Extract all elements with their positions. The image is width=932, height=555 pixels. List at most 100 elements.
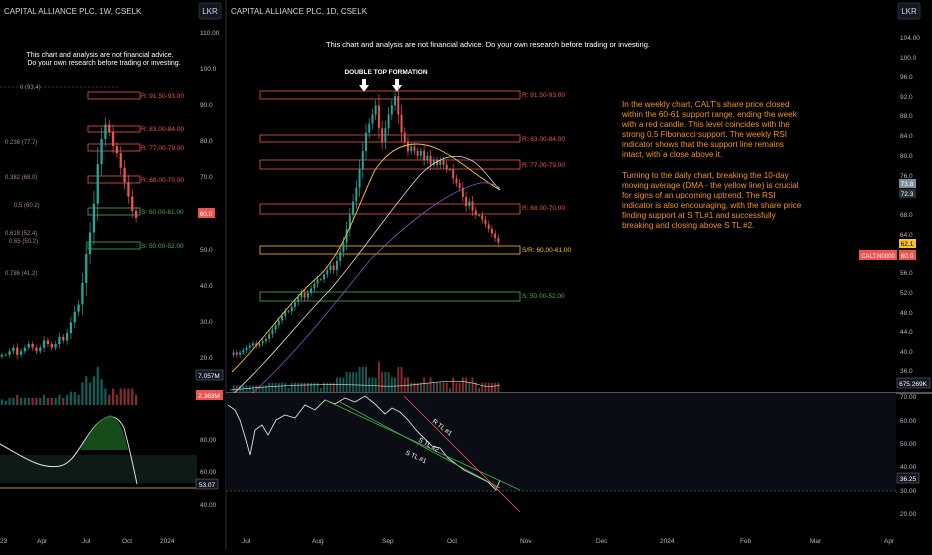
daily-volume-bar xyxy=(258,385,261,392)
right-currency-button[interactable] xyxy=(897,2,921,20)
left-zone-50 xyxy=(87,241,141,250)
right-zone-label-83: R: 83.00-84.00 xyxy=(522,136,565,143)
left-axis-20: 20.0 xyxy=(200,355,213,362)
daily-candle xyxy=(442,160,445,165)
weekly-candle xyxy=(115,146,119,154)
daily-volume-bar xyxy=(478,388,480,392)
daily-volume-bar xyxy=(455,382,458,392)
right-price-badge-text: 60.0 xyxy=(901,253,914,260)
right-axis-68: 68.0 xyxy=(900,212,913,219)
left-time-jul: Jul xyxy=(82,538,91,545)
right-disclaimer: This chart and analysis are not financia… xyxy=(326,40,650,49)
weekly-volume-bar xyxy=(35,397,38,405)
weekly-volume-bar xyxy=(31,397,34,405)
weekly-volume-bar xyxy=(16,394,19,405)
daily-candle xyxy=(297,297,300,303)
daily-candle xyxy=(432,160,435,165)
right-oscillator: R TL #1 S TL #2 S TL #1 70.00 60.00 50.0… xyxy=(226,392,932,518)
right-zone-68 xyxy=(259,203,521,215)
left-currency-button[interactable] xyxy=(198,2,222,20)
daily-volume-bar xyxy=(494,382,497,392)
daily-volume-bar xyxy=(345,372,348,392)
weekly-volume-bar xyxy=(73,391,76,405)
daily-candle xyxy=(448,169,451,171)
daily-volume-bar xyxy=(484,382,487,392)
left-time-axis: 23 Apr Jul Oct 2024 xyxy=(0,538,175,545)
weekly-candle xyxy=(92,203,96,233)
daily-volume-bar xyxy=(252,385,254,392)
weekly-candle xyxy=(108,124,111,132)
daily-candle xyxy=(232,352,235,355)
weekly-candle xyxy=(39,347,42,352)
right-zone-label-68: R: 68.00-70.00 xyxy=(522,205,565,212)
daily-candle xyxy=(403,132,406,142)
daily-candle xyxy=(264,338,267,342)
left-zone-68 xyxy=(87,175,141,184)
weekly-candle xyxy=(119,153,122,168)
right-currency-label: LKR xyxy=(901,7,917,16)
daily-candle xyxy=(261,341,264,344)
right-time-oct: Oct xyxy=(447,538,457,545)
daily-candle xyxy=(326,270,329,275)
left-price-axis: 110.00 100.0 90.0 80.0 70.0 50.0 40.0 30… xyxy=(200,30,220,362)
weekly-volume-bar xyxy=(123,388,126,405)
right-osc-axis-30: 30.00 xyxy=(900,488,917,495)
daily-candle xyxy=(284,311,287,316)
daily-volume-bar xyxy=(387,372,390,392)
daily-volume-bar xyxy=(277,382,280,392)
left-osc-axis-80: 80.00 xyxy=(200,437,217,444)
right-time-feb: Feb xyxy=(740,538,752,545)
double-top-arrow-1 xyxy=(359,79,369,92)
daily-volume-bar xyxy=(371,377,374,392)
ma1-badge-text: 73.8 xyxy=(901,181,914,188)
daily-candle xyxy=(497,238,500,243)
left-zone-91 xyxy=(87,91,141,100)
ma1-badge xyxy=(899,179,916,188)
daily-candle xyxy=(339,251,342,261)
right-chart-title: CAPITAL ALLIANCE PLC, 1D, CSELK xyxy=(231,7,368,16)
right-time-2024: 2024 xyxy=(660,538,675,545)
left-osc-axis-60: 60.00 xyxy=(200,469,217,476)
daily-candle xyxy=(242,350,245,353)
left-zone-label-50: S: 50.00-52.00 xyxy=(141,243,184,250)
left-volume-badge2-text: 2.363M xyxy=(198,393,220,400)
right-zone-91 xyxy=(259,90,521,100)
daily-volume-bar xyxy=(432,382,435,392)
weekly-volume-bar xyxy=(100,379,103,405)
daily-volume-bar xyxy=(300,382,303,392)
daily-candle xyxy=(374,105,377,115)
right-zone-label-91: R: 91.50-93.00 xyxy=(522,92,565,99)
right-volume-badge xyxy=(896,377,931,389)
analysis-notes: In the weekly chart, CALT's share price … xyxy=(622,100,801,230)
daily-volume-bar xyxy=(358,366,361,392)
daily-candle xyxy=(458,183,461,188)
s-tl-1-line xyxy=(324,399,521,491)
left-osc-axis-40: 40.00 xyxy=(200,502,217,509)
right-osc-axis-70: 70.00 xyxy=(900,394,917,401)
daily-volume-bar xyxy=(490,382,493,392)
right-axis-44: 44.0 xyxy=(900,329,913,336)
ma-yellow-line xyxy=(231,143,501,373)
daily-volume-bar xyxy=(381,372,384,392)
daily-volume-bar xyxy=(239,385,242,392)
daily-candle xyxy=(361,151,364,170)
weekly-candle xyxy=(77,304,80,312)
daily-volume-bar xyxy=(423,377,426,392)
right-zone-60 xyxy=(259,245,521,255)
left-axis-100: 100.0 xyxy=(200,66,217,73)
daily-candle xyxy=(397,96,400,115)
left-axis-80: 80.0 xyxy=(200,138,213,145)
weekly-volume-bar xyxy=(77,394,80,405)
daily-volume-bar xyxy=(297,382,300,392)
ma2-badge-text: 72.3 xyxy=(901,191,914,198)
weekly-candle xyxy=(27,344,30,348)
daily-volume-bar xyxy=(471,377,474,392)
weekly-candle xyxy=(46,340,50,345)
daily-candle xyxy=(310,288,313,293)
daily-candle xyxy=(419,151,422,156)
daily-volume-bar xyxy=(261,385,264,392)
daily-candle xyxy=(277,320,280,326)
right-zone-83 xyxy=(259,134,521,143)
daily-candle xyxy=(248,345,251,348)
daily-candle xyxy=(494,233,497,239)
